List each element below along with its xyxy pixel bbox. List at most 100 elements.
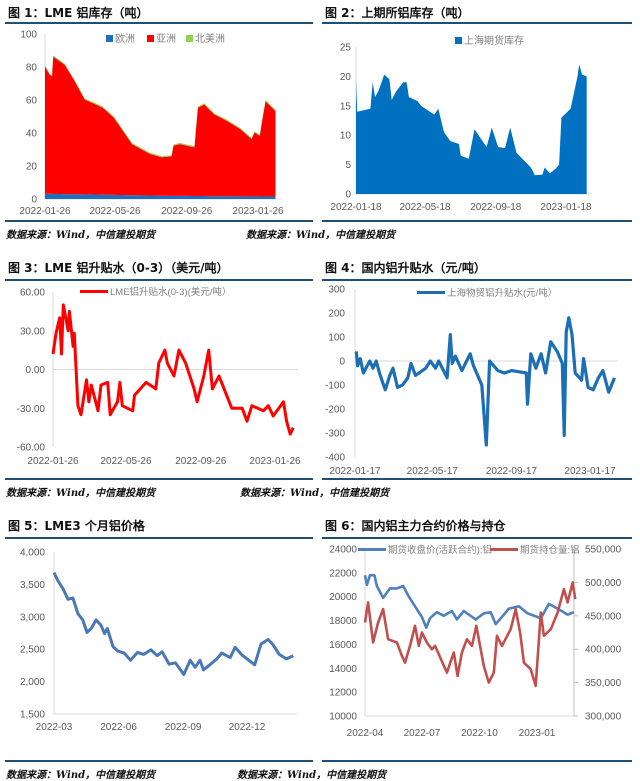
title-rule [322,22,632,24]
chart-title-6: 图 6：国内铝主力合约价格与持仓 [325,519,506,533]
y-tick-label: -300 [325,429,345,440]
y2-tick-label: 550,000 [585,545,622,556]
y-tick-label: 80 [26,63,38,74]
x-tick-label: 2022-09-26 [161,206,213,217]
legend-item-europe-swatch [106,35,113,42]
y-tick-label: 12000 [329,688,357,699]
y-tick-label: -200 [325,405,345,416]
area-series-1 [45,56,276,197]
x-tick-label: 2023-01-17 [564,466,616,477]
area-series-0 [356,64,587,194]
y2-tick-label: 400,000 [585,645,622,656]
title-rule [322,537,632,539]
y-tick-label: 100 [328,333,345,344]
x-tick-label: 2022-09 [165,722,202,733]
x-tick-label: 2023-01-26 [249,456,301,467]
chart-title-2: 图 2：上期所铝库存（吨） [325,6,470,20]
source-note: 数据来源：Wind，中信建投期货 [6,488,156,499]
y-tick-label: -400 [325,453,345,464]
y-tick-label: 0 [31,195,37,206]
y-tick-label: 20 [26,162,38,173]
x-tick-label: 2022-07 [404,728,441,739]
y2-tick-label: 300,000 [585,712,622,723]
y-tick-label: -30.00 [17,404,46,415]
bottom-rule [5,760,313,762]
y-tick-label: 5 [345,160,351,171]
title-rule [5,279,313,281]
x-tick-label: 2022-03 [36,722,73,733]
x-tick-label: 2022-05-26 [89,206,141,217]
y-tick-label: 4,000 [20,548,45,559]
line-series-0 [51,303,295,436]
x-tick-label: 2022-09-17 [486,466,538,477]
y-tick-label: 16000 [329,640,357,651]
x-tick-label: 2022-10 [461,728,498,739]
x-tick-label: 2022-01-26 [27,456,79,467]
y-tick-label: 20000 [329,592,357,603]
legend-item-north-america: 北美洲 [195,32,225,45]
y-tick-label: 3,500 [20,580,45,591]
x-tick-label: 2023-01-26 [232,206,284,217]
x-tick-label: 2022-01-17 [329,466,381,477]
y-tick-label: 3,000 [20,612,45,623]
title-rule [5,22,313,24]
bottom-rule [5,220,313,222]
y-tick-label: 22000 [329,568,357,579]
y-tick-label: 60.00 [20,288,45,299]
legend-item-europe: 欧洲 [115,33,135,45]
y-tick-label: 300 [328,285,345,296]
source-note: 数据来源：Wind，中信建投期货 [246,230,396,241]
x-tick-label: 2023-01-18 [540,202,592,213]
title-rule [5,537,313,539]
chart-title-5: 图 5：LME3 个月铝价格 [8,519,145,533]
chart-title-3: 图 3：LME 铝升贴水（0-3）（美元/吨） [8,261,229,275]
y-tick-label: 25 [340,43,352,54]
y-tick-label: 60 [26,96,38,107]
y-tick-label: -60.00 [17,443,46,454]
source-note: 数据来源：Wind，中信建投期货 [240,488,390,499]
y-tick-label: 10000 [329,712,357,723]
bottom-rule [5,478,313,480]
legend-item-shanghai-spread: 上海物贸铝升贴水(元/吨） [447,287,557,299]
y-tick-label: 24000 [329,545,357,556]
legend-item-asia: 亚洲 [156,33,176,45]
area-series-0 [45,193,276,199]
y-tick-label: 2,500 [20,645,45,656]
x-tick-label: 2022-05-26 [100,456,152,467]
legend-item-asia-swatch [147,35,154,42]
x-tick-label: 2022-01-18 [330,202,382,213]
y-tick-label: 200 [328,309,345,320]
x-tick-label: 2022-09-18 [470,202,522,213]
y2-tick-label: 500,000 [585,578,622,589]
bottom-rule [322,478,632,480]
source-note: 数据来源：Wind，中信建投期货 [6,770,156,781]
line-series-0 [363,573,575,630]
legend-item-shfe-inventory-swatch [455,37,462,44]
x-tick-label: 2023-01 [519,728,556,739]
source-note: 数据来源：Wind，中信建投期货 [6,230,156,241]
x-tick-label: 2022-05-18 [399,202,451,213]
y-tick-label: 10 [340,131,352,142]
legend-item-close-price: 期货收盘价(活跃合约):铝 [388,544,492,556]
title-rule [322,279,632,281]
y-tick-label: -100 [325,381,345,392]
y-tick-label: 0 [339,357,345,368]
legend-item-open-interest: 期货持仓量:铝 [520,544,580,556]
chart-title-4: 图 4：国内铝升贴水（元/吨） [325,261,486,275]
y-tick-label: 20 [340,72,352,83]
y-tick-label: 15 [340,101,352,112]
y-tick-label: 0 [345,190,351,201]
x-tick-label: 2022-04 [347,728,384,739]
x-tick-label: 2022-12 [229,722,266,733]
x-tick-label: 2022-05-17 [407,466,459,477]
x-tick-label: 2022-01-26 [19,206,71,217]
y-tick-label: 0.00 [26,365,46,376]
y-tick-label: 100 [20,30,37,41]
line-series-1 [363,581,577,688]
y-tick-label: 2,000 [20,677,45,688]
y2-tick-label: 450,000 [585,611,622,622]
legend-item-lme-spread: LME铝升贴水(0-3)(美元/吨） [110,286,231,298]
y2-tick-label: 350,000 [585,678,622,689]
source-note: 数据来源：Wind，中信建投期货 [237,770,387,781]
